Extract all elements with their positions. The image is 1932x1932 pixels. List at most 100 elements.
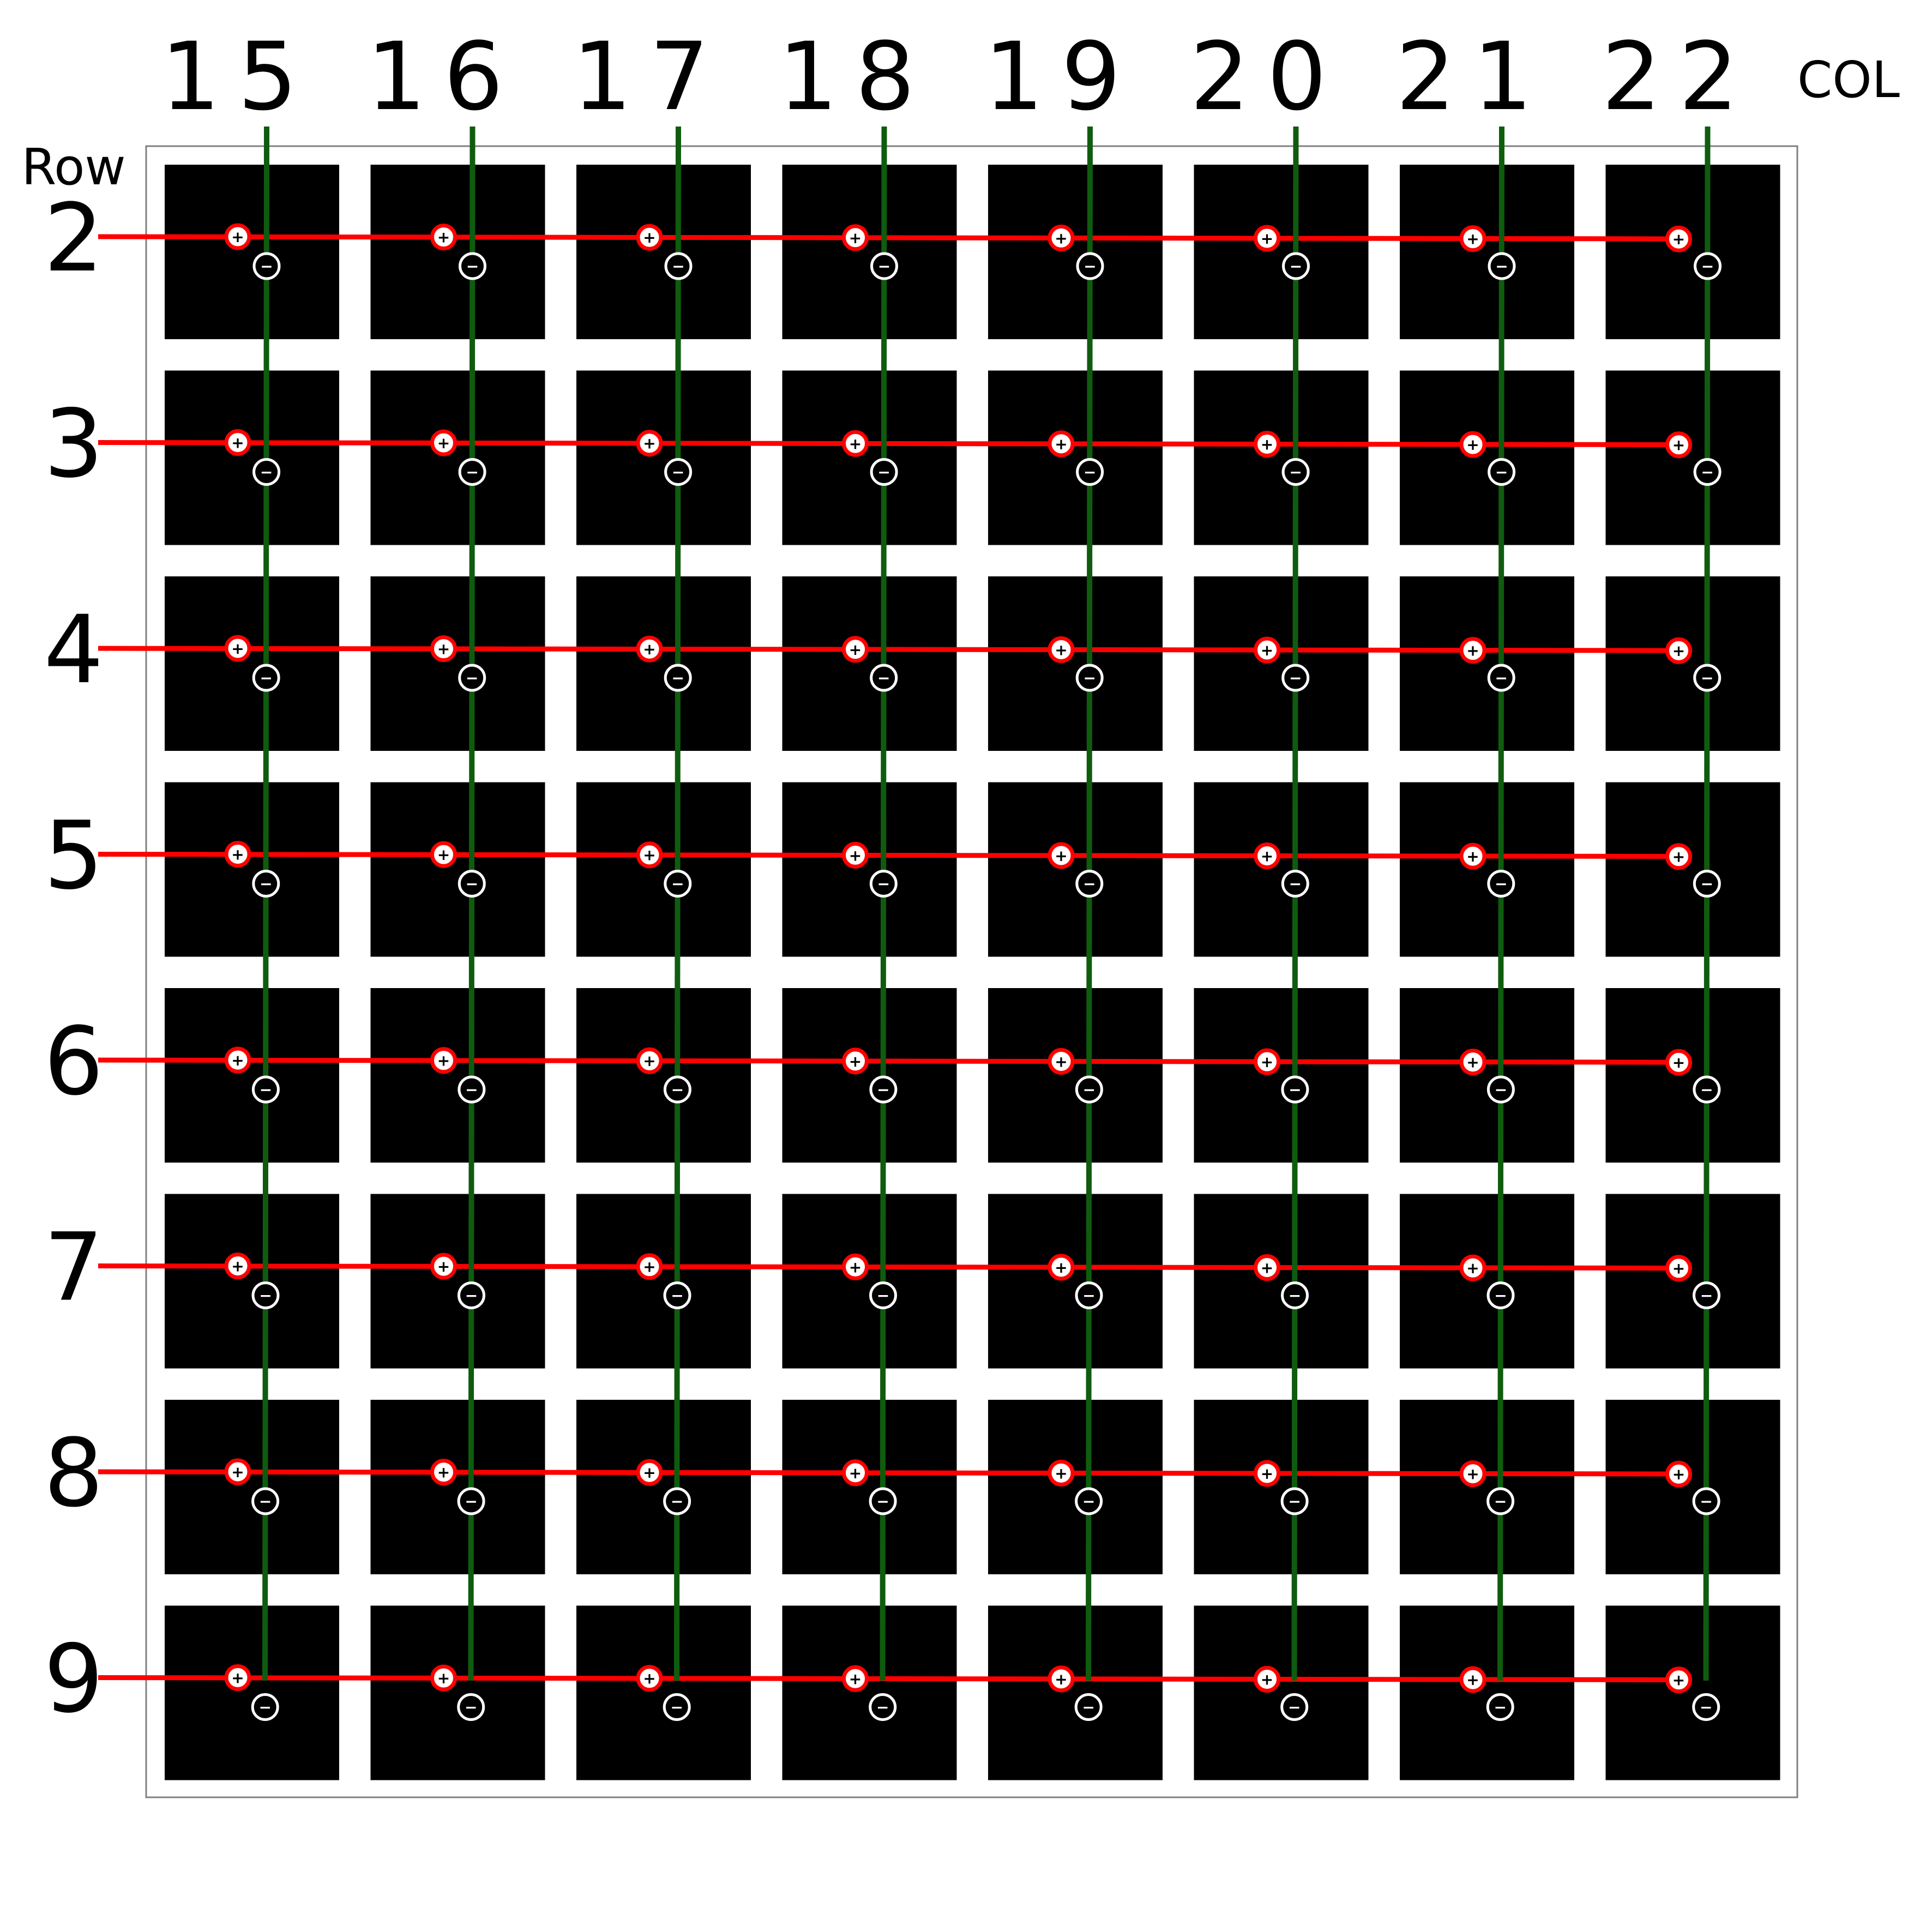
led-cell (1400, 1605, 1574, 1780)
cathode-marker: − (870, 252, 898, 280)
svg-text:+: + (1466, 1671, 1479, 1689)
cathode-marker: − (1076, 458, 1104, 486)
led-cell (1605, 1194, 1780, 1369)
cathode-marker: − (252, 870, 280, 898)
anode-marker: + (636, 224, 663, 251)
svg-text:+: + (849, 1464, 862, 1482)
led-cell (165, 1605, 339, 1780)
svg-text:+: + (437, 228, 450, 246)
svg-text:+: + (437, 846, 450, 864)
cathode-marker: − (1281, 1281, 1309, 1309)
anode-marker: + (224, 1664, 251, 1691)
led-grid (165, 165, 1780, 1780)
cathode-marker: − (664, 252, 693, 280)
svg-text:−: − (1288, 1699, 1301, 1717)
svg-text:+: + (231, 434, 244, 452)
led-cell (165, 370, 339, 545)
led-cell (576, 1605, 751, 1780)
cathode-marker: − (252, 664, 280, 692)
row-wire (98, 234, 1677, 242)
svg-text:−: − (1290, 257, 1302, 275)
cathode-marker: − (1075, 1487, 1103, 1515)
anode-marker: + (842, 841, 869, 869)
anode-marker: + (842, 636, 869, 663)
led-cell (1194, 1400, 1369, 1574)
led-cell (370, 988, 545, 1163)
cathode-marker: − (664, 664, 692, 692)
led-cell (782, 1605, 957, 1780)
row-wire (98, 440, 1677, 447)
svg-text:−: − (1083, 669, 1096, 687)
row-wire (98, 1469, 1677, 1477)
column-wire (880, 126, 887, 1681)
svg-text:−: − (260, 464, 273, 482)
svg-text:+: + (1672, 1465, 1685, 1483)
led-cell (988, 1194, 1163, 1369)
cathode-marker: − (458, 664, 486, 692)
anode-marker: + (430, 841, 457, 868)
svg-text:+: + (643, 228, 655, 246)
column-label: 17 (573, 22, 727, 131)
svg-text:+: + (437, 640, 450, 658)
svg-text:+: + (1672, 436, 1685, 454)
row-wire (98, 1057, 1677, 1065)
led-cell (988, 782, 1163, 957)
row-label: 7 (44, 1213, 103, 1322)
svg-text:−: − (1700, 1492, 1712, 1510)
anode-marker: + (1048, 1459, 1075, 1486)
cathode-marker: − (1487, 870, 1515, 898)
column-wires (262, 126, 1711, 1681)
svg-text:+: + (231, 640, 244, 658)
led-cell (782, 1194, 957, 1369)
anode-marker: + (430, 1459, 457, 1486)
cathode-marker: − (251, 1281, 280, 1309)
svg-text:+: + (849, 435, 862, 453)
svg-text:−: − (1700, 1081, 1713, 1099)
svg-text:+: + (1055, 1670, 1067, 1688)
led-cell (1194, 1194, 1369, 1369)
anode-marker: + (636, 635, 663, 663)
cathode-marker: − (458, 870, 486, 898)
svg-text:−: − (466, 257, 479, 275)
row-label: 2 (44, 183, 103, 293)
svg-text:+: + (231, 1257, 244, 1275)
svg-text:+: + (231, 1669, 244, 1687)
led-cell (370, 1400, 545, 1574)
svg-text:−: − (877, 875, 890, 893)
led-cell (576, 1194, 751, 1369)
cathode-marker: − (1076, 252, 1104, 280)
svg-text:+: + (643, 1258, 655, 1276)
cathode-marker: − (869, 870, 898, 898)
led-cell (1194, 1605, 1369, 1780)
svg-text:−: − (466, 875, 478, 893)
svg-text:+: + (1261, 641, 1273, 659)
cathode-marker: − (1693, 458, 1722, 486)
column-wire (1497, 126, 1504, 1681)
svg-text:+: + (643, 846, 655, 864)
led-cell (1194, 988, 1369, 1163)
cathode-marker: − (664, 458, 693, 486)
anode-marker: + (1254, 1048, 1280, 1075)
svg-text:+: + (849, 229, 862, 247)
column-label: 21 (1396, 22, 1550, 131)
svg-text:−: − (877, 464, 890, 482)
led-cell (370, 1194, 545, 1369)
cathode-marker: − (1692, 1693, 1720, 1721)
led-cell (782, 1400, 957, 1574)
led-cell (1400, 370, 1574, 545)
svg-text:+: + (231, 1463, 244, 1481)
svg-text:−: − (260, 669, 272, 687)
svg-text:−: − (1701, 257, 1714, 275)
led-cell (988, 576, 1163, 751)
cathode-marker: − (459, 252, 486, 280)
column-label: 18 (778, 22, 932, 131)
svg-text:+: + (643, 435, 655, 453)
svg-text:+: + (437, 1257, 450, 1275)
cathode-marker: − (1280, 1487, 1309, 1515)
anode-marker: + (636, 1665, 663, 1692)
cathode-marker: − (1488, 458, 1516, 486)
svg-text:−: − (465, 1492, 477, 1510)
cathode-marker: − (1075, 1075, 1103, 1104)
svg-text:−: − (260, 257, 273, 275)
svg-text:−: − (671, 1492, 683, 1510)
